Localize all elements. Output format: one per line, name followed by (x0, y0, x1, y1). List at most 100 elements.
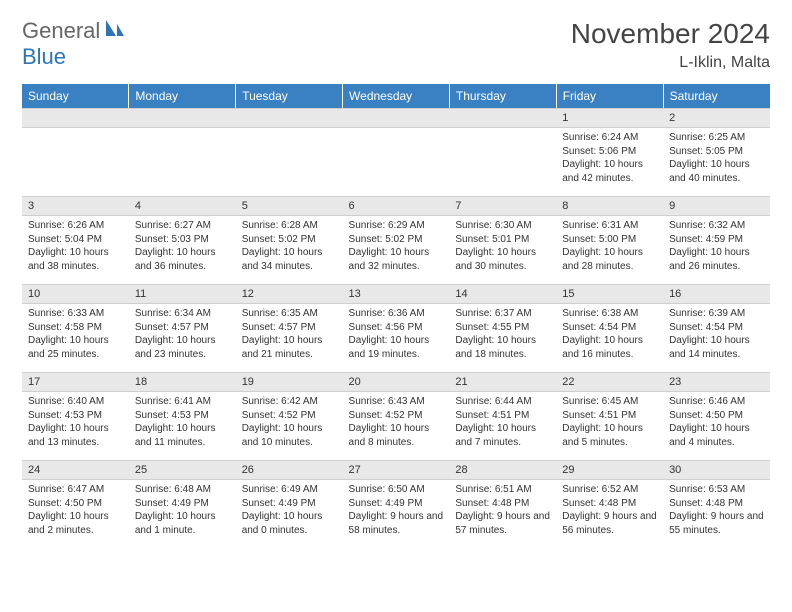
day-number: 8 (556, 196, 663, 216)
daylight-text: Daylight: 10 hours and 7 minutes. (455, 422, 550, 449)
daylight-text: Daylight: 10 hours and 13 minutes. (28, 422, 123, 449)
sunset-text: Sunset: 4:49 PM (135, 497, 230, 511)
day-number (343, 108, 450, 128)
sunset-text: Sunset: 4:52 PM (242, 409, 337, 423)
calendar-day-cell: 27Sunrise: 6:50 AMSunset: 4:49 PMDayligh… (343, 460, 450, 548)
daylight-text: Daylight: 9 hours and 56 minutes. (562, 510, 657, 537)
page-header: General November 2024 L-Iklin, Malta (22, 18, 770, 72)
sunrise-text: Sunrise: 6:52 AM (562, 483, 657, 497)
logo: General (22, 18, 128, 44)
day-details: Sunrise: 6:42 AMSunset: 4:52 PMDaylight:… (236, 392, 343, 453)
sunset-text: Sunset: 5:03 PM (135, 233, 230, 247)
day-details: Sunrise: 6:40 AMSunset: 4:53 PMDaylight:… (22, 392, 129, 453)
day-details (236, 128, 343, 135)
calendar-day-cell: 9Sunrise: 6:32 AMSunset: 4:59 PMDaylight… (663, 196, 770, 284)
sunrise-text: Sunrise: 6:49 AM (242, 483, 337, 497)
daylight-text: Daylight: 10 hours and 19 minutes. (349, 334, 444, 361)
day-details: Sunrise: 6:45 AMSunset: 4:51 PMDaylight:… (556, 392, 663, 453)
day-number: 1 (556, 108, 663, 128)
logo-text-blue: Blue (22, 44, 66, 70)
daylight-text: Daylight: 10 hours and 34 minutes. (242, 246, 337, 273)
weekday-header: Sunday (22, 84, 129, 108)
day-number: 18 (129, 372, 236, 392)
sunset-text: Sunset: 4:57 PM (135, 321, 230, 335)
daylight-text: Daylight: 9 hours and 57 minutes. (455, 510, 550, 537)
location-label: L-Iklin, Malta (571, 54, 770, 72)
daylight-text: Daylight: 10 hours and 1 minute. (135, 510, 230, 537)
day-details: Sunrise: 6:25 AMSunset: 5:05 PMDaylight:… (663, 128, 770, 189)
calendar-day-cell: 21Sunrise: 6:44 AMSunset: 4:51 PMDayligh… (449, 372, 556, 460)
sunset-text: Sunset: 4:51 PM (455, 409, 550, 423)
daylight-text: Daylight: 10 hours and 21 minutes. (242, 334, 337, 361)
weekday-header: Wednesday (343, 84, 450, 108)
calendar-day-cell: 1Sunrise: 6:24 AMSunset: 5:06 PMDaylight… (556, 108, 663, 196)
day-number: 19 (236, 372, 343, 392)
day-details: Sunrise: 6:43 AMSunset: 4:52 PMDaylight:… (343, 392, 450, 453)
calendar-week-row: 10Sunrise: 6:33 AMSunset: 4:58 PMDayligh… (22, 284, 770, 372)
sunset-text: Sunset: 4:54 PM (562, 321, 657, 335)
calendar-day-cell: 15 Sunrise: 6:38 AMSunset: 4:54 PMDayligh… (556, 284, 663, 372)
day-number: 15 (556, 284, 663, 304)
sunset-text: Sunset: 4:48 PM (562, 497, 657, 511)
day-details: Sunrise: 6:52 AMSunset: 4:48 PMDaylight:… (556, 480, 663, 541)
daylight-text: Daylight: 10 hours and 30 minutes. (455, 246, 550, 273)
day-details: Sunrise: 6:36 AMSunset: 4:56 PMDaylight:… (343, 304, 450, 365)
day-details (129, 128, 236, 135)
sunrise-text: Sunrise: 6:27 AM (135, 219, 230, 233)
day-number: 22 (556, 372, 663, 392)
calendar-body: 1Sunrise: 6:24 AMSunset: 5:06 PMDaylight… (22, 108, 770, 548)
day-details: Sunrise: 6:46 AMSunset: 4:50 PMDaylight:… (663, 392, 770, 453)
day-number: 29 (556, 460, 663, 480)
sunrise-text: Sunrise: 6:39 AM (669, 307, 764, 321)
sunset-text: Sunset: 4:49 PM (242, 497, 337, 511)
sunrise-text: Sunrise: 6:33 AM (28, 307, 123, 321)
daylight-text: Daylight: 10 hours and 28 minutes. (562, 246, 657, 273)
sunrise-text: Sunrise: 6:53 AM (669, 483, 764, 497)
sunset-text: Sunset: 4:56 PM (349, 321, 444, 335)
daylight-text: Daylight: 10 hours and 18 minutes. (455, 334, 550, 361)
daylight-text: Daylight: 10 hours and 38 minutes. (28, 246, 123, 273)
calendar-day-cell: 17Sunrise: 6:40 AMSunset: 4:53 PMDayligh… (22, 372, 129, 460)
day-number: 14 (449, 284, 556, 304)
day-details (449, 128, 556, 135)
day-details: Sunrise: 6:35 AMSunset: 4:57 PMDaylight:… (236, 304, 343, 365)
daylight-text: Daylight: 10 hours and 11 minutes. (135, 422, 230, 449)
sunset-text: Sunset: 4:59 PM (669, 233, 764, 247)
calendar-day-cell: 8Sunrise: 6:31 AMSunset: 5:00 PMDaylight… (556, 196, 663, 284)
day-number: 5 (236, 196, 343, 216)
title-block: November 2024 L-Iklin, Malta (571, 18, 770, 72)
day-number: 7 (449, 196, 556, 216)
day-number: 10 (22, 284, 129, 304)
calendar-table: SundayMondayTuesdayWednesdayThursdayFrid… (22, 84, 770, 548)
calendar-week-row: 17Sunrise: 6:40 AMSunset: 4:53 PMDayligh… (22, 372, 770, 460)
sunset-text: Sunset: 5:04 PM (28, 233, 123, 247)
day-number (449, 108, 556, 128)
sunset-text: Sunset: 4:49 PM (349, 497, 444, 511)
day-number (129, 108, 236, 128)
sunrise-text: Sunrise: 6:50 AM (349, 483, 444, 497)
day-details: Sunrise: 6:37 AMSunset: 4:55 PMDaylight:… (449, 304, 556, 365)
sunset-text: Sunset: 5:06 PM (562, 145, 657, 159)
sunrise-text: Sunrise: 6:26 AM (28, 219, 123, 233)
day-details (343, 128, 450, 135)
day-number: 6 (343, 196, 450, 216)
sunset-text: Sunset: 4:53 PM (28, 409, 123, 423)
day-details: Sunrise: 6:32 AMSunset: 4:59 PMDaylight:… (663, 216, 770, 277)
calendar-day-cell: 13Sunrise: 6:36 AMSunset: 4:56 PMDayligh… (343, 284, 450, 372)
sunset-text: Sunset: 5:05 PM (669, 145, 764, 159)
weekday-header: Tuesday (236, 84, 343, 108)
day-details: Sunrise: 6:39 AMSunset: 4:54 PMDaylight:… (663, 304, 770, 365)
month-title: November 2024 (571, 18, 770, 50)
day-details: Sunrise: 6:33 AMSunset: 4:58 PMDaylight:… (22, 304, 129, 365)
sunrise-text: Sunrise: 6:38 AM (562, 307, 657, 321)
day-number: 28 (449, 460, 556, 480)
day-number: 30 (663, 460, 770, 480)
sunrise-text: Sunrise: 6:36 AM (349, 307, 444, 321)
day-details: Sunrise: 6:41 AMSunset: 4:53 PMDaylight:… (129, 392, 236, 453)
daylight-text: Daylight: 10 hours and 0 minutes. (242, 510, 337, 537)
day-details: Sunrise: 6:29 AMSunset: 5:02 PMDaylight:… (343, 216, 450, 277)
daylight-text: Daylight: 10 hours and 4 minutes. (669, 422, 764, 449)
sunset-text: Sunset: 4:54 PM (669, 321, 764, 335)
day-details: Sunrise: 6:44 AMSunset: 4:51 PMDaylight:… (449, 392, 556, 453)
daylight-text: Daylight: 10 hours and 16 minutes. (562, 334, 657, 361)
